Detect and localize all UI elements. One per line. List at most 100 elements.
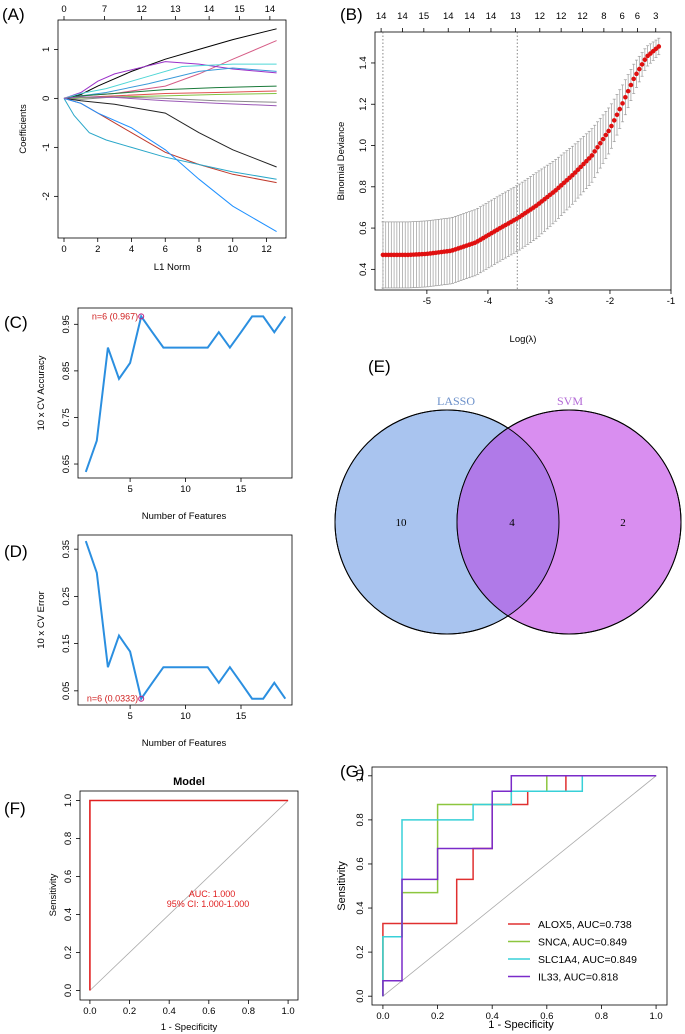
panel-a-coef-path-11 [63, 97, 277, 184]
venn-title-svm: SVM [557, 394, 583, 408]
panel-b-deviance-point [631, 76, 637, 82]
panel-b-top-tick-label: 13 [510, 11, 521, 22]
panel-d-series-line [84, 540, 287, 702]
panel-b-deviance-point [589, 153, 595, 158]
panel-label-b: (B) [340, 5, 363, 24]
panel-a-top-tick-label: 14 [204, 4, 215, 15]
panel-b-top-tick-label: 6 [620, 11, 625, 22]
panel-a-x-tick-label: 2 [95, 244, 100, 255]
panel-e-venn: LASSO SVM 10 4 2 [334, 394, 682, 635]
panel-b-deviance-point [611, 118, 617, 123]
panel-b-deviance-point [578, 164, 584, 170]
panel-c-series-line [84, 314, 287, 473]
panel-c-x-tick-label: 15 [236, 484, 247, 495]
panel-c-frame [77, 307, 293, 479]
panel-g-gene-roc: 0.0 0.2 0.4 0.6 0.8 1.0 0.0 0.2 0.4 0.6 0.8 1.0 AL… [336, 766, 668, 1031]
panel-f-diagonal [89, 800, 289, 991]
panel-d-ylabel: 10 x CV Error [36, 591, 47, 649]
panel-a-x-tick-label: 10 [227, 244, 238, 255]
panel-c-y-tick-label: 0.75 [61, 408, 72, 427]
panel-a-coef-path-12 [63, 98, 277, 180]
panel-d-best-annotation: n=6 (0.0333) [87, 694, 138, 704]
panel-d-xlabel: Number of Features [142, 738, 227, 749]
panel-a-top-tick-label: 0 [61, 4, 66, 15]
panel-b-y-tick-label: 0.8 [358, 180, 369, 193]
venn-count-both: 4 [509, 517, 515, 529]
panel-label-g: (G) [340, 762, 365, 781]
panel-b-top-tick-label: 8 [601, 11, 606, 22]
panel-label-f: (F) [4, 799, 26, 818]
panel-f-title: Model [173, 776, 205, 788]
panel-b-deviance-point [592, 149, 598, 154]
panel-a-top-tick-label: 12 [136, 4, 147, 15]
panel-f-x-tick-label: 0.4 [163, 1006, 176, 1017]
panel-b-x-tick-label: -4 [484, 296, 492, 307]
panel-b-deviance-point [609, 123, 614, 129]
panel-f-y-tick-label: 0.8 [63, 832, 74, 845]
panel-b-y-tick-label: 0.4 [358, 263, 369, 276]
panel-g-frame [371, 766, 668, 1006]
panel-a-x-tick-label: 12 [261, 244, 272, 255]
panel-b-deviance-point [600, 136, 606, 142]
panel-b-deviance-point [620, 101, 625, 106]
panel-a-coefficient-paths: 0 2 4 6 8 10 12 -2 -1 0 1 0 7 12 13 14 15 14 L1 Norm Co… [18, 4, 287, 273]
panel-g-y-tick-label: 1.0 [355, 769, 366, 782]
panel-c-best-annotation: n=6 (0.967) [92, 311, 138, 321]
panel-d-y-tick-label: 0.35 [61, 540, 72, 559]
panel-b-top-tick-label: 14 [486, 11, 497, 22]
panel-g-x-tick-label: 0.2 [431, 1011, 444, 1022]
panel-f-x-tick-label: 0.2 [123, 1006, 136, 1017]
panel-g-ylabel: Sensitivity [336, 861, 348, 911]
panel-f-auc: AUC: 1.000 [189, 889, 236, 899]
panel-c-x-tick-label: 10 [180, 484, 191, 495]
panel-a-x-tick-label: 8 [196, 244, 201, 255]
panel-g-legend-label: IL33, AUC=0.818 [538, 972, 618, 984]
panel-f-ci: 95% CI: 1.000-1.000 [167, 899, 250, 909]
panel-b-top-tick-label: 12 [556, 11, 567, 22]
panel-f-x-tick-label: 0.6 [202, 1006, 215, 1017]
panel-d-x-tick-label: 5 [127, 711, 132, 722]
panel-a-y-tick-label: 1 [41, 47, 52, 52]
panel-b-deviance-point [628, 82, 634, 88]
panel-b-y-tick-label: 0.6 [358, 221, 369, 234]
panel-d-best-point [138, 695, 145, 702]
panel-f-ylabel: Sensitivity [48, 873, 59, 916]
panel-b-deviance-point [617, 106, 623, 112]
panel-b-deviance-point [603, 132, 609, 138]
panel-b-deviance-point [584, 158, 589, 164]
panel-c-ylabel: 10 x CV Accuracy [36, 355, 47, 430]
panel-f-y-tick-label: 1.0 [63, 794, 74, 807]
panel-g-roc-curve-4 [382, 775, 657, 997]
venn-outline-lasso [334, 409, 560, 635]
panel-b-top-tick-label: 15 [419, 11, 430, 22]
panel-b-deviance-point [595, 144, 600, 150]
panel-a-coef-path-6 [63, 85, 277, 99]
panel-a-x-tick-label: 4 [129, 244, 134, 255]
panel-b-deviance-point [642, 57, 648, 62]
panel-c-cv-accuracy: 5 10 15 0.65 0.75 0.85 0.95 n=6 (0.967) Numbe… [36, 307, 293, 522]
panel-b-top-tick-label: 12 [534, 11, 545, 22]
panel-f-y-tick-label: 0.6 [63, 870, 74, 883]
panel-b-cv-deviance: -5 -4 -3 -2 -1 0.4 0.6 0.8 1.0 1.2 1.4 14 14 15 14 14… [336, 11, 675, 345]
panel-d-frame [77, 534, 293, 706]
panel-g-y-tick-label: 0.8 [355, 813, 366, 826]
venn-overlap [457, 410, 559, 634]
panel-g-diagonal [382, 775, 657, 997]
panel-f-xlabel: 1 - Specificity [161, 1022, 218, 1033]
panel-b-y-tick-label: 1.4 [358, 56, 369, 69]
venn-count-lasso-only: 10 [396, 517, 408, 529]
panel-d-y-tick-label: 0.05 [61, 682, 72, 701]
panel-b-x-tick-label: -2 [606, 296, 614, 307]
panel-b-top-tick-label: 14 [464, 11, 475, 22]
panel-a-coef-path-9 [63, 96, 277, 103]
panel-g-y-tick-label: 0.0 [355, 990, 366, 1003]
panel-f-y-tick-label: 0.2 [63, 946, 74, 959]
panel-b-xlabel: Log(λ) [510, 334, 537, 345]
panel-g-y-tick-label: 0.2 [355, 946, 366, 959]
panel-b-deviance-point [634, 71, 639, 77]
panel-c-x-tick-label: 5 [127, 484, 132, 495]
panel-f-roc-curve [89, 799, 289, 991]
panel-c-best-point [138, 313, 145, 320]
panel-f-frame [79, 790, 299, 1001]
panel-b-deviance-point [597, 140, 603, 146]
